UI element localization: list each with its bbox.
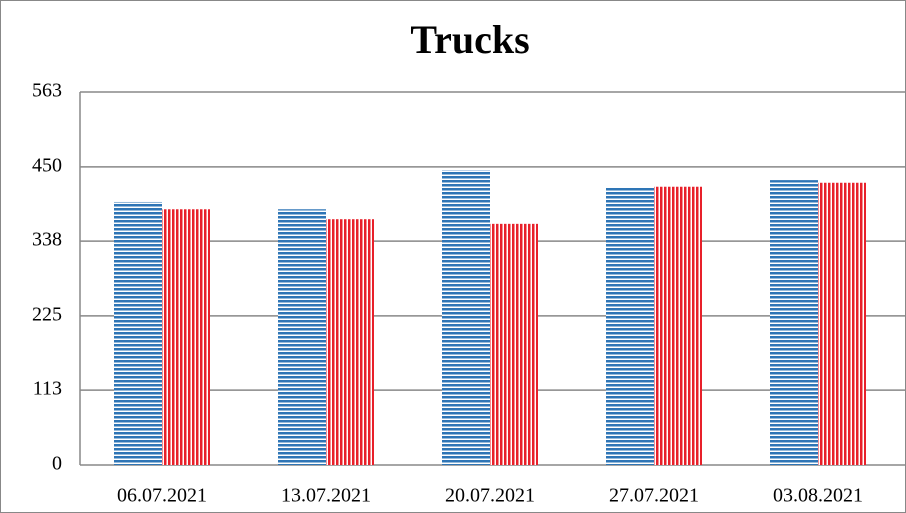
x-tick-label: 20.07.2021 bbox=[445, 485, 535, 507]
x-tick-label: 03.08.2021 bbox=[773, 485, 863, 507]
y-tick-label: 338 bbox=[32, 229, 62, 251]
x-tick-label: 27.07.2021 bbox=[609, 485, 699, 507]
y-tick-label: 225 bbox=[32, 304, 62, 326]
bar bbox=[326, 219, 374, 465]
bar bbox=[770, 180, 818, 465]
bar bbox=[278, 209, 326, 465]
x-tick-label: 06.07.2021 bbox=[117, 485, 207, 507]
x-tick-label: 13.07.2021 bbox=[281, 485, 371, 507]
y-tick-label: 563 bbox=[32, 80, 62, 102]
chart-title: Trucks bbox=[410, 17, 529, 62]
bar bbox=[442, 170, 490, 465]
bar bbox=[654, 186, 702, 466]
bar bbox=[606, 186, 654, 466]
y-tick-label: 450 bbox=[32, 154, 62, 176]
bar bbox=[114, 201, 162, 465]
y-tick-label: 113 bbox=[33, 378, 62, 400]
bar bbox=[162, 209, 210, 465]
bar bbox=[818, 182, 866, 465]
y-tick-label: 0 bbox=[52, 453, 62, 475]
bar bbox=[490, 223, 538, 465]
